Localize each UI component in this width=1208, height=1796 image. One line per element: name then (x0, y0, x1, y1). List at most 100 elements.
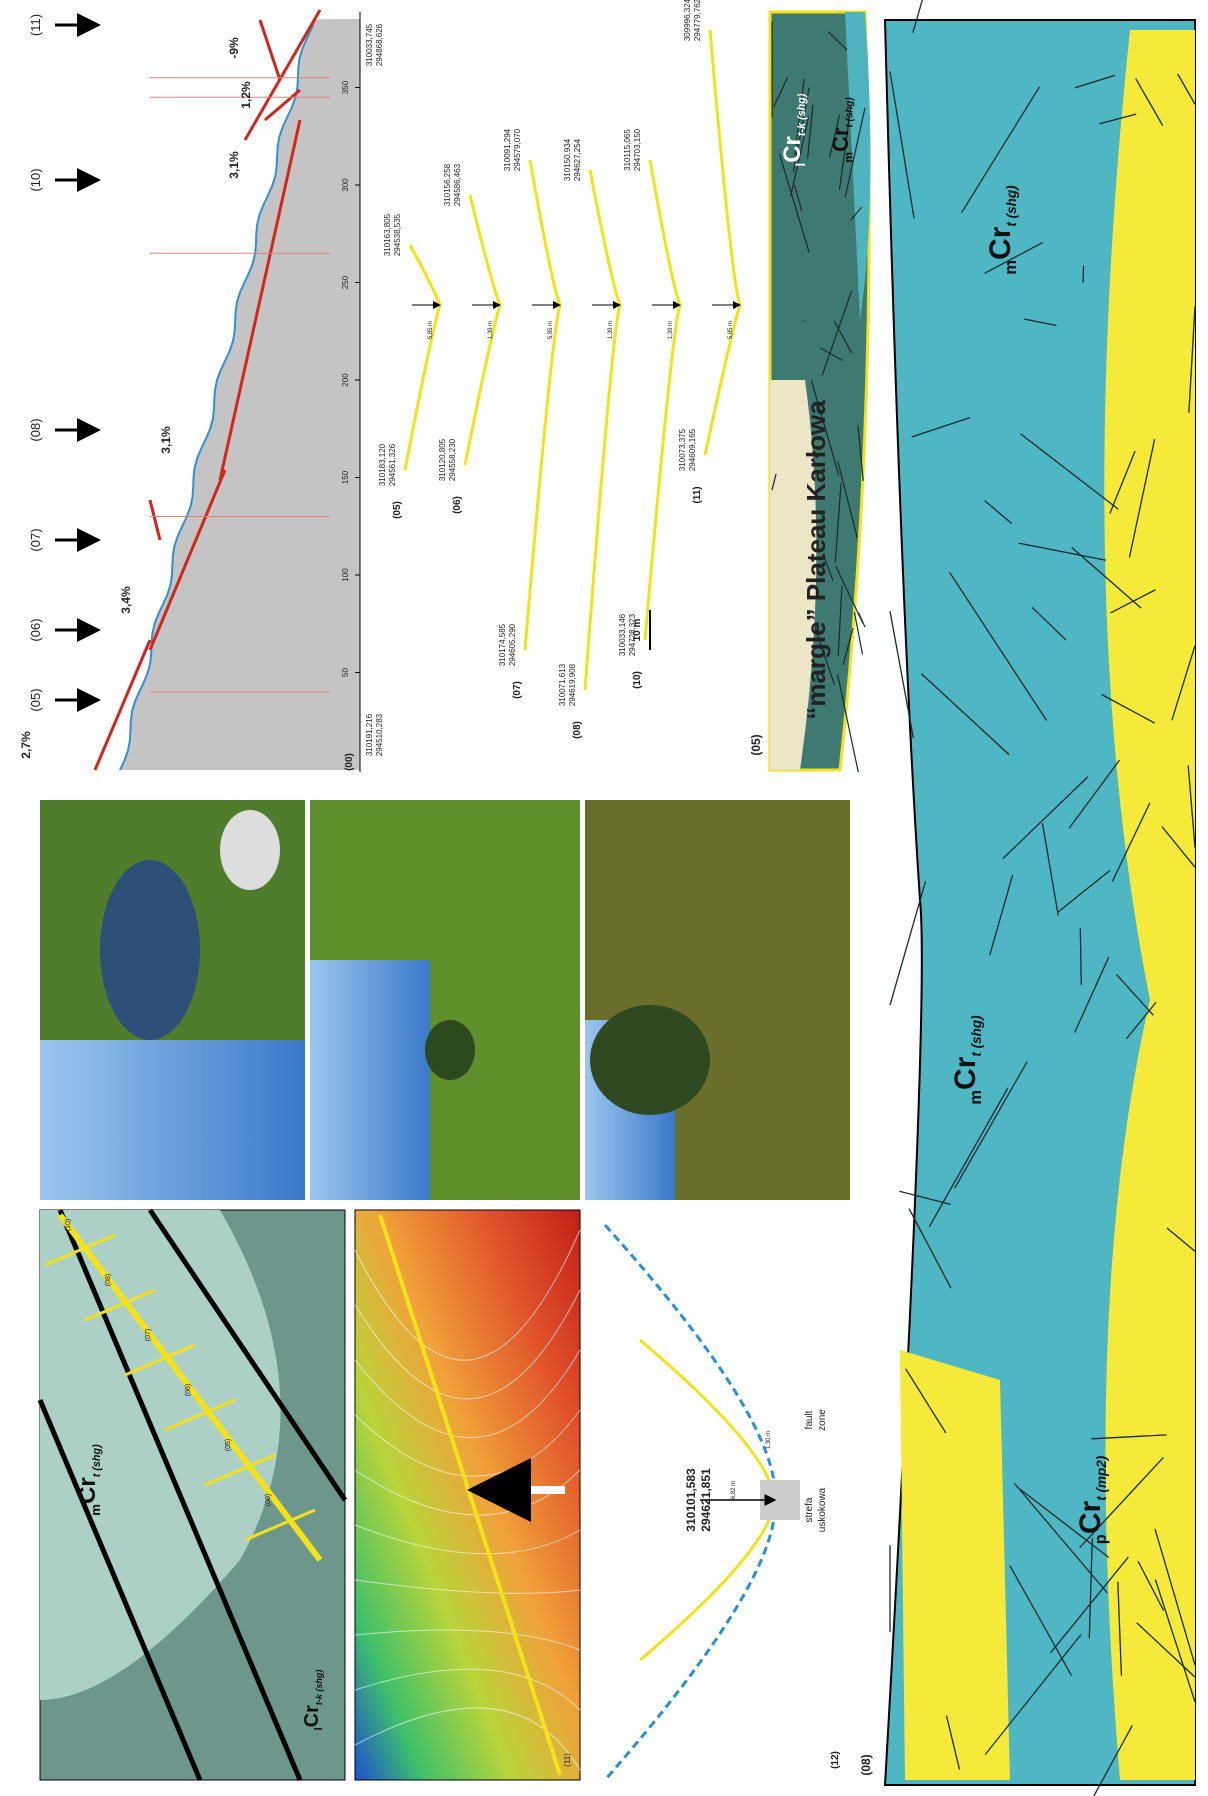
profile-point-label: (10) (28, 168, 43, 191)
unit-sub: t (shg) (1004, 185, 1019, 227)
unit-sub: t (shg) (91, 1444, 103, 1477)
unit-main: Cr (828, 127, 853, 152)
photo-equipment (220, 810, 280, 890)
coordinate: 294561,326 (388, 443, 397, 486)
height-label: 5,85 m (548, 321, 554, 339)
profile-point-label: (11) (28, 14, 43, 36)
slope-label: 3,4% (119, 586, 133, 614)
section-curve (645, 160, 680, 640)
figure: (05) (06) (07) (08) (10) (11) 2,7% 3,4% 3,1% 3,1%… (0, 0, 1208, 1796)
slope-line (150, 500, 160, 540)
height-label: 1,39 m (488, 321, 494, 339)
slope-label: 1,2% (239, 81, 253, 109)
unit-prefix: m (88, 1504, 103, 1516)
section-label: (05) (392, 501, 403, 519)
tick-label: 200 (341, 373, 350, 387)
zone-label: fault (804, 1410, 815, 1429)
scale-label: 10 m (632, 618, 643, 641)
coordinate: 294703,150 (633, 128, 642, 171)
point-label: (07) (145, 1329, 152, 1341)
unit-main: Cr (1074, 1500, 1107, 1534)
section-curve (525, 160, 560, 650)
formation-name: “margle” Plateau Karłowa (801, 400, 831, 720)
height-label: 1,39 m (668, 321, 674, 339)
section-label: (07) (512, 681, 523, 699)
coordinate: 310091,294 (503, 128, 512, 171)
coordinate: 310156,258 (443, 163, 452, 206)
coordinate: 310150,934 (563, 138, 572, 181)
unit-prefix: m (1002, 260, 1020, 275)
coordinate: 310033,146 (618, 613, 627, 656)
unit-main: Cr (779, 136, 806, 163)
coordinate: 294621,851 (699, 1468, 713, 1532)
unit-sub: t-k (shg) (796, 93, 808, 136)
photo-tree (590, 1005, 710, 1115)
height-label: 6,82 m (731, 1481, 737, 1499)
slope-label: 3,1% (159, 426, 173, 454)
tick-label: 100 (341, 568, 350, 582)
zone-label: strefa (804, 1497, 815, 1522)
slope-label: 2,7% (19, 731, 33, 759)
section-curve (465, 195, 500, 465)
unit-prefix: m (967, 1090, 985, 1105)
coordinate: 310163,805 (383, 213, 392, 256)
unit-sub: t (mp2) (1094, 1455, 1109, 1501)
coordinate: 294779,762 (693, 0, 702, 41)
coordinate: 294538,535 (393, 213, 402, 256)
coordinate: 310101,583 (684, 1468, 698, 1532)
unit-sub: t-k (shg) (314, 1670, 324, 1706)
schematic (590, 1210, 850, 1780)
tick-label: 350 (341, 80, 350, 94)
page: (05) (06) (07) (08) (10) (11) 2,7% 3,4% 3,1% 3,1%… (0, 0, 1208, 1796)
coordinate: 294619,908 (568, 663, 577, 706)
unit-main: Cr (74, 1477, 101, 1504)
zone-label: uskokowa (817, 1487, 828, 1532)
coordinate: 294558,230 (448, 438, 457, 481)
section-curve (705, 30, 740, 455)
height-label: 5,85 m (728, 321, 734, 339)
point-label: (06) (185, 1384, 192, 1396)
strip-label: (08) (859, 1754, 873, 1775)
height-label: 1,39 m (608, 321, 614, 339)
section-label: (08) (572, 721, 583, 739)
height-label: 5,85 m (428, 321, 434, 339)
coordinate: 294586,463 (453, 163, 462, 206)
unit-prefix: m (841, 152, 855, 163)
coordinate: 310073,375 (678, 428, 687, 471)
fracture (890, 881, 926, 1005)
unit-sub: t (shg) (969, 1015, 984, 1057)
coordinate: 294579,070 (513, 128, 522, 171)
coordinate: 294868,626 (375, 23, 384, 66)
slope-label: 3,1% (227, 151, 241, 179)
section-curve (585, 170, 620, 690)
dem-label: (11) (563, 1753, 572, 1767)
coordinate: 294609,165 (688, 428, 697, 471)
section-label: (06) (452, 496, 463, 514)
slope-line (260, 20, 280, 80)
photo-sky (310, 960, 430, 1200)
coordinate: 294605,290 (508, 623, 517, 666)
coordinate: 310174,585 (498, 623, 507, 666)
section-label: (11) (692, 486, 703, 503)
schematic-label: (12) (830, 1751, 841, 1769)
section-curve (405, 245, 440, 470)
profile-point-label: (07) (28, 528, 43, 551)
point-label: (05) (225, 1439, 232, 1451)
point-label: (08) (105, 1274, 112, 1286)
coordinate: 310033,745 (365, 23, 374, 66)
height-label: 1,30 m (766, 1431, 772, 1449)
profile-point-label: (06) (28, 618, 43, 641)
photo-sky (40, 1040, 305, 1200)
unit-main: Cr (984, 226, 1017, 260)
tick-label: 300 (341, 178, 350, 192)
point-label: (00) (265, 1494, 272, 1506)
strip-label: (05) (749, 734, 763, 755)
zone-label: zone (817, 1409, 828, 1431)
slope-label: -9% (227, 37, 241, 59)
coordinate: 294510,283 (375, 713, 384, 756)
coordinate: 310115,065 (623, 129, 632, 171)
coordinate: 310191,216 (365, 713, 374, 756)
coordinate: 310183,120 (378, 443, 387, 486)
tick-label: 150 (341, 470, 350, 484)
coordinate: 294627,254 (573, 138, 582, 181)
